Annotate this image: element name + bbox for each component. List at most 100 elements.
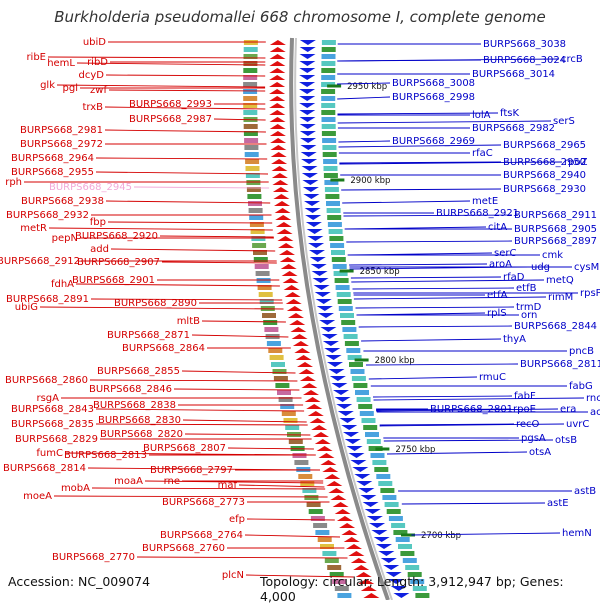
gene-label-burps668_2820[interactable]: BURPS668_2820 [100, 429, 183, 440]
gene-label-burps668_2964[interactable]: BURPS668_2964 [11, 153, 94, 164]
gene-label-rpoz[interactable]: rpoZ [564, 157, 588, 168]
gene-label-burps668_2982[interactable]: BURPS668_2982 [472, 123, 555, 134]
gene-label-burps668_2972[interactable]: BURPS668_2972 [20, 139, 103, 150]
gene-label-burps668_2969[interactable]: BURPS668_2969 [392, 136, 475, 147]
gene-label-etfb[interactable]: etfB [516, 283, 537, 294]
gene-label-fdha[interactable]: fdhA [51, 279, 74, 290]
gene-label-hemn[interactable]: hemN [562, 528, 592, 539]
gene-label-otsb[interactable]: otsB [555, 435, 577, 446]
gene-label-burps668_2797[interactable]: BURPS668_2797 [150, 465, 233, 476]
gene-label-ribd[interactable]: ribD [87, 57, 108, 68]
gene-label-cysm[interactable]: cysM [574, 262, 599, 273]
gene-label-rpls[interactable]: rplS [487, 308, 507, 319]
gene-label-burps668_3008[interactable]: BURPS668_3008 [392, 78, 475, 89]
gene-label-metr[interactable]: metR [20, 223, 47, 234]
gene-label-fabf[interactable]: fabF [514, 391, 536, 402]
gene-label-glk[interactable]: glk [40, 80, 55, 91]
gene-label-fbp[interactable]: fbp [90, 217, 106, 228]
gene-label-burps668_2907[interactable]: BURPS668_2907 [77, 257, 160, 268]
gene-label-burps668_2844[interactable]: BURPS668_2844 [514, 321, 597, 332]
gene-label-astb[interactable]: astB [574, 486, 596, 497]
gene-label-burps668_3024[interactable]: BURPS668_3024 [483, 55, 566, 66]
gene-label-metq[interactable]: metQ [546, 275, 574, 286]
gene-label-rmuc[interactable]: rmuC [479, 372, 506, 383]
gene-label-thya[interactable]: thyA [503, 334, 526, 345]
gene-label-pgl[interactable]: pgl [63, 83, 78, 94]
gene-label-burps668_2813[interactable]: BURPS668_2813 [64, 450, 147, 461]
gene-label-moea[interactable]: moeA [23, 491, 52, 502]
gene-label-reco[interactable]: recO [516, 419, 540, 430]
gene-label-burps668_2940[interactable]: BURPS668_2940 [503, 170, 586, 181]
gene-label-burps668_3038[interactable]: BURPS668_3038 [483, 39, 566, 50]
gene-label-moba[interactable]: mobA [61, 483, 90, 494]
genome-map[interactable]: 2950 kbp2900 kbp2850 kbp2800 kbp2750 kbp… [0, 0, 600, 600]
gene-label-plcn[interactable]: plcN [222, 570, 244, 581]
gene-label-burps668_2814[interactable]: BURPS668_2814 [3, 463, 86, 474]
gene-label-orn[interactable]: orn [521, 310, 537, 321]
gene-label-ftsk[interactable]: ftsK [500, 108, 519, 119]
gene-label-mete[interactable]: metE [472, 196, 498, 207]
gene-label-burps668_2912[interactable]: BURPS668_2912 [0, 256, 80, 267]
gene-label-burps668_2905[interactable]: BURPS668_2905 [514, 224, 597, 235]
gene-label-maf[interactable]: maf [218, 480, 238, 491]
gene-label-cmk[interactable]: cmk [542, 250, 563, 261]
gene-label-pgsa[interactable]: pgsA [521, 433, 546, 444]
gene-label-rimm[interactable]: rimM [548, 292, 573, 303]
gene-label-rph[interactable]: rph [5, 177, 22, 188]
gene-label-burps668_2930[interactable]: BURPS668_2930 [503, 184, 586, 195]
gene-label-burps668_2846[interactable]: BURPS668_2846 [89, 384, 172, 395]
gene-label-zwf[interactable]: zwf [90, 85, 107, 96]
gene-label-burps668_2830[interactable]: BURPS668_2830 [98, 415, 181, 426]
gene-label-lola[interactable]: lolA [472, 110, 491, 121]
gene-label-burps668_2760[interactable]: BURPS668_2760 [142, 543, 225, 554]
gene-label-pncb[interactable]: pncB [569, 346, 594, 357]
gene-label-heml[interactable]: hemL [47, 58, 75, 69]
gene-label-burps668_2920[interactable]: BURPS668_2920 [75, 231, 158, 242]
gene-label-rsga[interactable]: rsgA [36, 393, 59, 404]
gene-label-cita[interactable]: citA [488, 222, 507, 233]
gene-label-burps668_2955[interactable]: BURPS668_2955 [11, 167, 94, 178]
gene-label-fumc[interactable]: fumC [36, 448, 63, 459]
gene-label-burps668_2945[interactable]: BURPS668_2945 [49, 182, 132, 193]
gene-label-crcb[interactable]: crcB [561, 54, 583, 65]
gene-label-aste[interactable]: astE [547, 498, 569, 509]
gene-label-sers[interactable]: serS [553, 116, 575, 127]
gene-label-rnc[interactable]: rnc [586, 393, 600, 404]
gene-label-burps668_2987[interactable]: BURPS668_2987 [129, 114, 212, 125]
gene-label-burps668_2801[interactable]: BURPS668_2801 [430, 404, 513, 415]
gene-label-trxb[interactable]: trxB [82, 102, 103, 113]
gene-label-ribe[interactable]: ribE [26, 52, 46, 63]
gene-label-udg[interactable]: udg [531, 262, 550, 273]
gene-label-burps668_2764[interactable]: BURPS668_2764 [160, 530, 243, 541]
gene-label-fabg[interactable]: fabG [569, 381, 593, 392]
gene-label-burps668_2993[interactable]: BURPS668_2993 [129, 99, 212, 110]
gene-label-burps668_2897[interactable]: BURPS668_2897 [514, 236, 597, 247]
gene-label-burps668_2838[interactable]: BURPS668_2838 [93, 400, 176, 411]
gene-label-burps668_2911[interactable]: BURPS668_2911 [514, 210, 597, 221]
gene-label-etfa[interactable]: etfA [487, 290, 508, 301]
gene-label-ubid[interactable]: ubiD [83, 37, 106, 48]
gene-label-efp[interactable]: efp [229, 514, 245, 525]
gene-label-otsa[interactable]: otsA [529, 447, 551, 458]
gene-label-acps[interactable]: acpS [590, 407, 600, 418]
gene-label-burps668_2855[interactable]: BURPS668_2855 [97, 366, 180, 377]
gene-label-burps668_2811[interactable]: BURPS668_2811 [520, 359, 600, 370]
gene-label-burps668_2921[interactable]: BURPS668_2921 [436, 208, 519, 219]
gene-label-burps668_2871[interactable]: BURPS668_2871 [107, 330, 190, 341]
gene-label-rpsp[interactable]: rpsP [580, 288, 600, 299]
gene-label-rfad[interactable]: rfaD [503, 272, 525, 283]
gene-label-ubig[interactable]: ubiG [15, 302, 38, 313]
gene-label-uvrc[interactable]: uvrC [566, 419, 589, 430]
gene-label-rpoe[interactable]: rpoE [513, 404, 536, 415]
gene-label-burps668_2773[interactable]: BURPS668_2773 [162, 497, 245, 508]
gene-label-mltb[interactable]: mltB [177, 316, 200, 327]
gene-label-serc[interactable]: serC [494, 248, 516, 259]
gene-label-era[interactable]: era [560, 404, 576, 415]
gene-label-burps668_2829[interactable]: BURPS668_2829 [15, 434, 98, 445]
gene-label-burps668_2860[interactable]: BURPS668_2860 [5, 375, 88, 386]
gene-label-burps668_2938[interactable]: BURPS668_2938 [21, 196, 104, 207]
gene-label-burps668_2901[interactable]: BURPS668_2901 [72, 275, 155, 286]
gene-label-burps668_2981[interactable]: BURPS668_2981 [20, 125, 103, 136]
gene-label-burps668_2864[interactable]: BURPS668_2864 [122, 343, 205, 354]
gene-label-add[interactable]: add [90, 244, 109, 255]
